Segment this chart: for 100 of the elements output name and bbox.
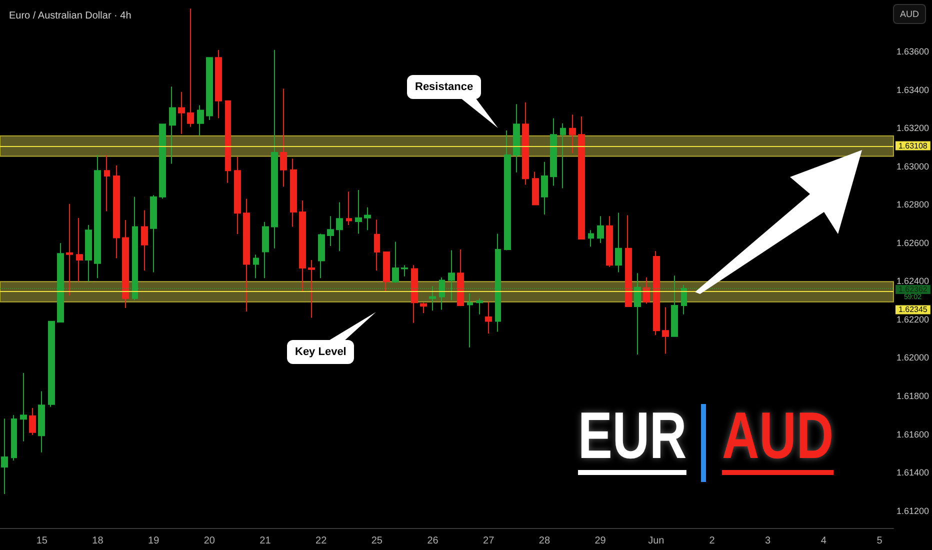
candlestick xyxy=(11,414,17,461)
candlestick xyxy=(401,264,408,277)
candlestick xyxy=(383,251,390,292)
candlestick xyxy=(206,57,213,120)
candlestick xyxy=(364,206,371,231)
candlestick xyxy=(448,250,455,301)
text: Euro / Australian Dollar · 4h xyxy=(9,10,132,22)
candlestick xyxy=(20,372,27,442)
candlestick xyxy=(439,276,445,310)
x-tick-label: 18 xyxy=(92,536,104,546)
candlestick xyxy=(187,8,194,128)
x-tick-label: 5 xyxy=(876,536,883,546)
candlestick xyxy=(122,220,129,308)
candlestick xyxy=(94,154,101,279)
x-tick-label: 26 xyxy=(427,536,439,546)
candlestick xyxy=(578,116,585,240)
candlestick xyxy=(513,104,520,173)
candlestick xyxy=(308,259,315,318)
candlestick xyxy=(132,196,138,301)
candlestick xyxy=(560,122,566,189)
candlestick xyxy=(681,284,687,315)
candlestick xyxy=(280,88,287,188)
annotation: Key Level xyxy=(287,340,354,364)
candlestick xyxy=(671,275,678,337)
candlestick xyxy=(318,233,325,279)
candlestick xyxy=(234,156,241,235)
candlestick xyxy=(569,114,576,154)
candlestick xyxy=(457,248,464,307)
y-tick-label: 1.63000 xyxy=(896,161,930,172)
candlestick xyxy=(346,191,352,226)
x-tick-label: 20 xyxy=(204,536,216,546)
candlestick xyxy=(634,272,641,355)
y-tick-label: 1.61600 xyxy=(896,429,930,440)
candlestick xyxy=(420,302,427,314)
x-tick-label: 25 xyxy=(371,536,383,546)
candlestick xyxy=(495,233,501,332)
y-tick-label: 1.62600 xyxy=(896,238,930,248)
x-tick-label: 4 xyxy=(820,536,827,546)
x-tick-label: 29 xyxy=(594,536,606,546)
candlestick xyxy=(290,158,297,228)
candlestick xyxy=(588,230,594,248)
candlestick xyxy=(504,130,511,251)
candlestick xyxy=(262,221,269,279)
x-tick-label: 22 xyxy=(316,536,328,546)
candlestick xyxy=(215,49,222,119)
candlestick xyxy=(532,171,539,206)
candlestick xyxy=(76,217,83,282)
candlestick xyxy=(38,390,45,453)
y-tick-label: 1.63200 xyxy=(896,123,930,134)
x-tick-label: 28 xyxy=(538,536,550,546)
ref-line-label: 1.62362 xyxy=(898,284,928,294)
candlestick xyxy=(662,306,669,354)
candlestick xyxy=(141,210,148,272)
x-tick-label: 15 xyxy=(36,536,48,546)
candlestick xyxy=(541,161,548,215)
candlestick xyxy=(355,189,362,234)
candlestick xyxy=(150,194,157,273)
candlestick xyxy=(113,164,120,259)
candlestick xyxy=(243,198,250,312)
candlestick xyxy=(327,216,334,247)
annotation: AUD xyxy=(722,398,834,474)
candlestick xyxy=(29,408,36,436)
candlestick xyxy=(550,118,557,186)
candlestick xyxy=(1,418,8,494)
y-tick-label: 1.62800 xyxy=(896,200,930,210)
x-tick-label: 21 xyxy=(260,536,272,546)
candlestick xyxy=(85,224,92,282)
candlestick xyxy=(197,104,204,136)
candlestick xyxy=(643,276,650,304)
candlestick xyxy=(336,202,343,252)
candlestick xyxy=(485,301,492,334)
annotation: EUR xyxy=(578,398,687,474)
y-tick-label: 1.61800 xyxy=(896,391,930,401)
candlestick xyxy=(225,100,231,184)
candlestick xyxy=(615,212,622,273)
candlestick xyxy=(522,102,529,186)
candlestick xyxy=(253,254,259,279)
x-tick-label: 27 xyxy=(483,536,495,546)
y-tick-label: 1.61200 xyxy=(896,506,930,516)
candlestick xyxy=(606,216,613,268)
candlestick xyxy=(178,91,185,134)
y-tick-label: 1.62200 xyxy=(896,314,930,324)
x-tick-label: Jun xyxy=(648,536,664,546)
candlestick xyxy=(271,49,278,249)
candlestick xyxy=(597,216,604,244)
candlestick xyxy=(653,250,660,336)
x-tick-label: 19 xyxy=(148,536,160,546)
candlestick xyxy=(48,320,55,408)
candlestick xyxy=(57,242,64,322)
candlestick xyxy=(66,203,73,296)
x-tick-label: 2 xyxy=(709,536,716,546)
candlestick xyxy=(476,298,483,315)
candlestick xyxy=(392,241,399,284)
candlestick xyxy=(429,286,436,312)
candlestick xyxy=(299,200,306,292)
candlestick xyxy=(374,219,380,272)
candlestick xyxy=(411,264,418,324)
ref-line-label: 1.62345 xyxy=(898,305,928,314)
y-tick-label: 1.62000 xyxy=(896,352,930,363)
y-tick-label: 1.63400 xyxy=(896,84,930,95)
